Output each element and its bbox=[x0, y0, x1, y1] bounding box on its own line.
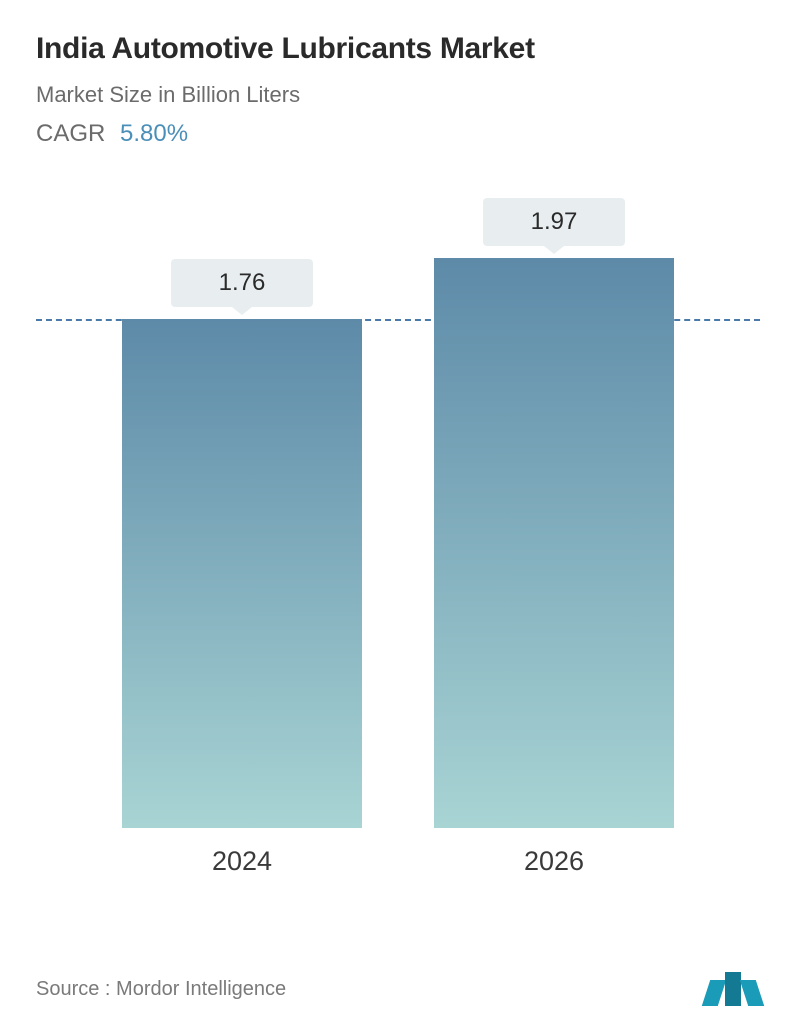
cagr-label: CAGR bbox=[36, 120, 105, 147]
logo-bar-icon bbox=[740, 980, 764, 1006]
bar-value-label: 1.97 bbox=[483, 198, 626, 246]
bar-group: 1.76 bbox=[122, 259, 362, 828]
x-axis-label: 2026 bbox=[434, 846, 674, 877]
bar bbox=[122, 319, 362, 828]
source-label: Source : bbox=[36, 978, 110, 1000]
chart-area: 1.76 1.97 2024 2026 bbox=[56, 198, 740, 878]
chart-footer: Source : Mordor Intelligence bbox=[36, 972, 760, 1006]
logo-bar-icon bbox=[702, 980, 726, 1006]
source-text: Source : Mordor Intelligence bbox=[36, 978, 286, 1001]
cagr-row: CAGR 5.80% bbox=[36, 120, 760, 148]
logo-bar-icon bbox=[725, 972, 741, 1006]
x-axis-label: 2024 bbox=[122, 846, 362, 877]
bar-value-label: 1.76 bbox=[171, 259, 314, 307]
chart-subtitle: Market Size in Billion Liters bbox=[36, 82, 760, 108]
chart-title: India Automotive Lubricants Market bbox=[36, 32, 760, 66]
bar-group: 1.97 bbox=[434, 198, 674, 828]
source-value: Mordor Intelligence bbox=[116, 978, 286, 1000]
x-axis-labels: 2024 2026 bbox=[56, 828, 740, 877]
chart-container: India Automotive Lubricants Market Marke… bbox=[0, 0, 796, 1034]
bar bbox=[434, 258, 674, 828]
brand-logo bbox=[706, 972, 760, 1006]
bars-wrapper: 1.76 1.97 bbox=[56, 198, 740, 828]
cagr-value: 5.80% bbox=[120, 120, 188, 147]
